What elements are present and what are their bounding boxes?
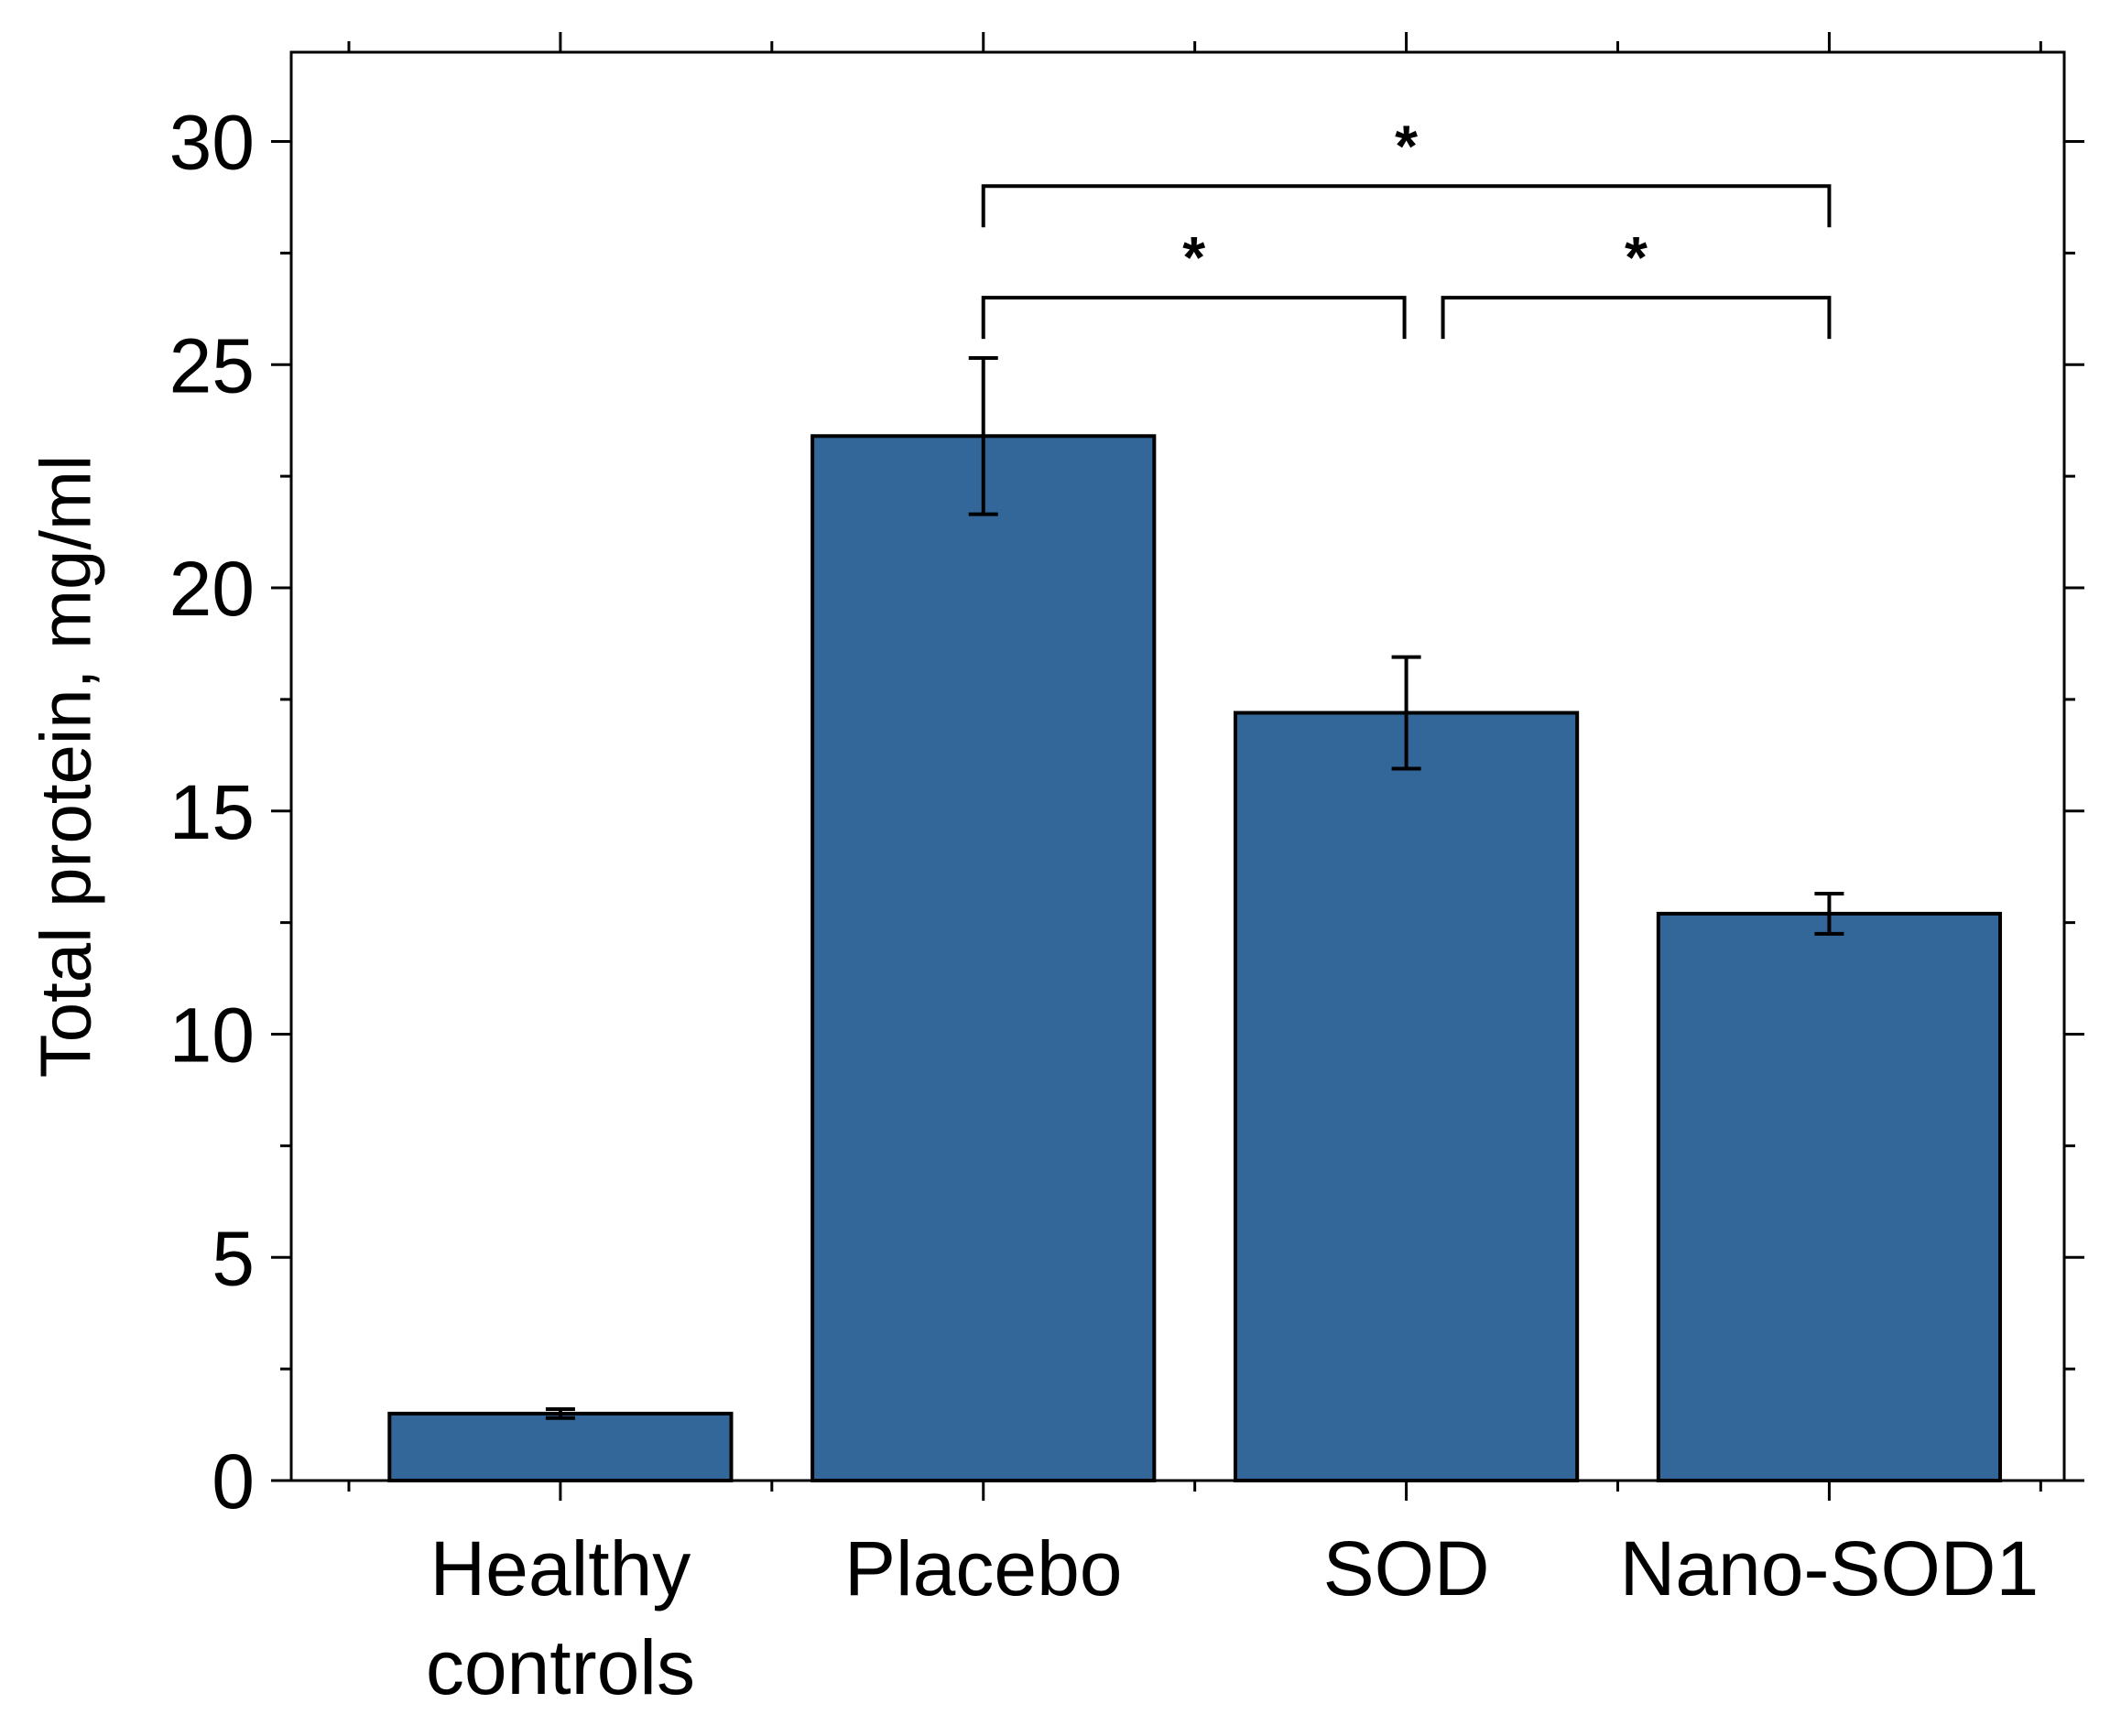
y-tick-label: 15 xyxy=(169,769,255,855)
y-axis-label: Total protein, mg/ml xyxy=(26,455,106,1079)
plot-box xyxy=(289,50,2066,1482)
plot-frame xyxy=(289,50,2066,1482)
bar-2 xyxy=(1233,711,1580,1482)
bar-0 xyxy=(387,1411,734,1482)
x-tick-label: Placebo xyxy=(844,1525,1123,1611)
x-tick-label: Healthy controls xyxy=(426,1525,695,1710)
x-axis-ticks: Healthy controls Placebo SOD Nano-SOD1 xyxy=(347,32,2042,1710)
x-tick-label-line: Nano-SOD1 xyxy=(1620,1525,2039,1611)
y-tick-label: 10 xyxy=(169,993,255,1079)
y-tick-label: 5 xyxy=(212,1215,255,1301)
bars xyxy=(387,434,2003,1482)
y-tick-label: 25 xyxy=(169,322,255,408)
significance-label: * xyxy=(1395,113,1418,179)
x-tick-label-line: Healthy xyxy=(430,1525,691,1611)
y-axis-ticks: 0 5 10 15 20 25 30 xyxy=(169,100,2084,1524)
x-tick-label-line: controls xyxy=(426,1624,695,1710)
x-tick-label-line: SOD xyxy=(1323,1525,1490,1611)
x-tick-label: Nano-SOD1 xyxy=(1620,1525,2039,1611)
y-tick-label: 0 xyxy=(212,1438,255,1524)
x-tick-label-line: Placebo xyxy=(844,1525,1123,1611)
significance-label: * xyxy=(1182,224,1205,290)
significance-brackets: * * * xyxy=(981,113,1832,340)
x-tick-label: SOD xyxy=(1323,1525,1490,1611)
y-tick-label: 30 xyxy=(169,100,255,186)
bar-1 xyxy=(810,434,1157,1482)
y-tick-label: 20 xyxy=(169,546,255,632)
significance-bracket-0 xyxy=(981,184,1832,228)
error-bars xyxy=(545,355,1844,1420)
significance-label: * xyxy=(1625,224,1648,290)
bar-3 xyxy=(1656,911,2003,1482)
significance-bracket-1 xyxy=(981,296,1407,340)
significance-bracket-2 xyxy=(1441,296,1832,340)
